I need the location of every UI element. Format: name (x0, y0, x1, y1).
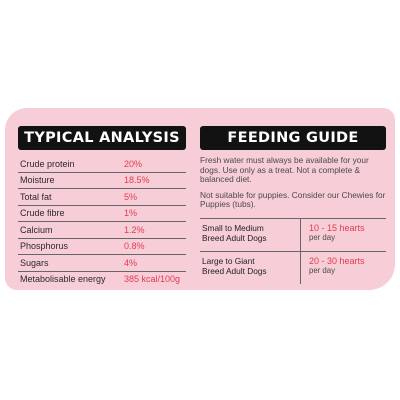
analysis-row: Crude fibre 1% (18, 206, 186, 222)
feeding-note-puppies: Not suitable for puppies. Consider our C… (200, 189, 386, 210)
nutrient-name: Sugars (20, 257, 49, 268)
nutrient-name: Moisture (20, 175, 55, 186)
feeding-guide-heading: FEEDING GUIDE (200, 126, 386, 150)
amount-cell: 10 - 15 hearts per day (301, 219, 365, 251)
nutrient-name: Crude fibre (20, 208, 65, 219)
typical-analysis-section: TYPICAL ANALYSIS Crude protein 20% Moist… (18, 126, 186, 287)
nutrient-value: 385 kcal/100g (124, 274, 181, 285)
feeding-row: Small to Medium Breed Adult Dogs 10 - 15… (200, 217, 386, 251)
feeding-table: Small to Medium Breed Adult Dogs 10 - 15… (200, 217, 386, 284)
feeding-guide-section: FEEDING GUIDE Fresh water must always be… (200, 126, 386, 284)
analysis-row: Phosphorus 0.8% (18, 239, 186, 255)
nutrient-name: Phosphorus (20, 241, 69, 252)
breed-line: Breed Adult Dogs (202, 232, 267, 243)
feeding-note-water: Fresh water must always be available for… (200, 155, 369, 185)
nutrient-value: 5% (124, 191, 138, 202)
nutrient-name: Metabolisable energy (20, 274, 106, 285)
analysis-table: Crude protein 20% Moisture 18.5% Total f… (18, 156, 186, 287)
amount-cell: 20 - 30 hearts per day (301, 252, 365, 284)
breed-line: Small to Medium (202, 222, 264, 233)
nutrient-value: 20% (124, 158, 143, 169)
per-day-label: per day (309, 232, 336, 242)
typical-analysis-heading: TYPICAL ANALYSIS (18, 126, 186, 150)
nutrient-name: Crude protein (20, 158, 75, 169)
nutrient-name: Calcium (20, 224, 53, 235)
per-day-label: per day (309, 265, 336, 275)
analysis-row: Total fat 5% (18, 189, 186, 206)
analysis-row: Calcium 1.2% (18, 222, 186, 239)
breed-cell: Large to Giant Breed Adult Dogs (200, 251, 301, 284)
analysis-row: Moisture 18.5% (18, 173, 186, 189)
nutrient-value: 1.2% (124, 224, 145, 235)
nutrient-name: Total fat (20, 191, 52, 202)
analysis-row: Crude protein 20% (18, 156, 186, 173)
hearts-amount: 20 - 30 hearts (309, 255, 365, 266)
breed-cell: Small to Medium Breed Adult Dogs (200, 218, 301, 251)
hearts-amount: 10 - 15 hearts (309, 222, 365, 233)
analysis-row: Sugars 4% (18, 255, 186, 272)
breed-line: Breed Adult Dogs (202, 265, 267, 276)
nutrient-value: 4% (124, 257, 138, 268)
feeding-row: Large to Giant Breed Adult Dogs 20 - 30 … (200, 250, 386, 284)
nutrient-value: 0.8% (124, 241, 145, 252)
breed-line: Large to Giant (202, 255, 255, 266)
nutrient-value: 18.5% (124, 175, 150, 186)
analysis-row: Metabolisable energy 385 kcal/100g (18, 272, 186, 288)
nutrient-value: 1% (124, 208, 138, 219)
